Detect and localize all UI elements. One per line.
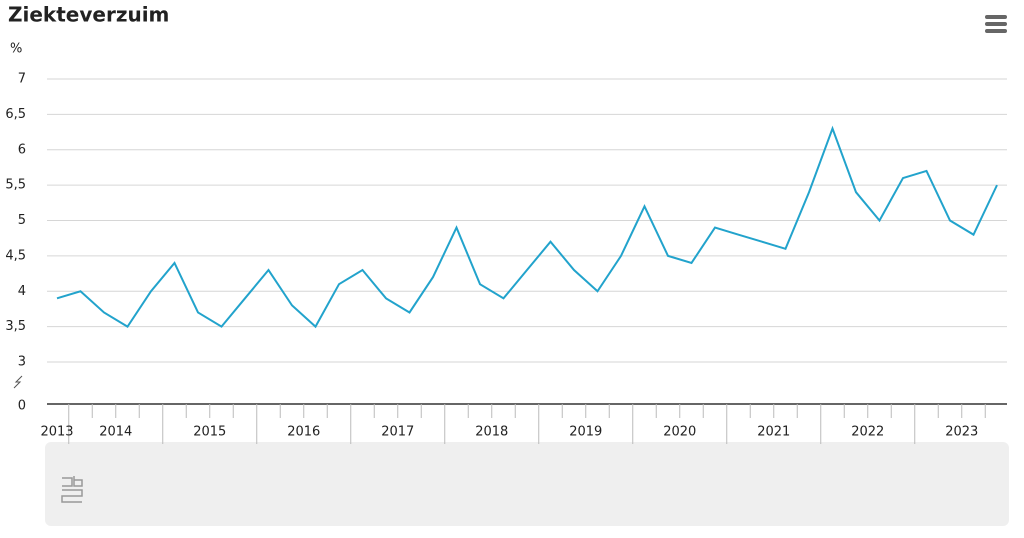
footer-panel xyxy=(45,442,1009,526)
y-tick-label: 6 xyxy=(18,142,26,157)
x-tick-label: 2014 xyxy=(99,425,132,440)
y-tick-label: 6,5 xyxy=(5,107,26,122)
x-tick-label: 2023 xyxy=(945,425,978,440)
axis-break xyxy=(13,375,23,389)
x-tick-label: 2019 xyxy=(569,425,602,440)
menu-bar xyxy=(985,29,1007,33)
y-tick-label: 5 xyxy=(18,213,26,228)
x-tick-label: 2020 xyxy=(663,425,696,440)
x-tick-label: 2018 xyxy=(475,425,508,440)
y-tick-label: 3,5 xyxy=(5,319,26,334)
y-tick-label: 7 xyxy=(18,72,26,87)
line-series xyxy=(56,125,998,329)
x-tick-label: 2015 xyxy=(193,425,226,440)
y-tick-label: 5,5 xyxy=(5,178,26,193)
x-tick-label: 2021 xyxy=(757,425,790,440)
menu-bar xyxy=(985,22,1007,26)
x-tick-label: 2022 xyxy=(851,425,884,440)
menu-bar xyxy=(985,15,1007,19)
y-tick-label: 4 xyxy=(18,284,26,299)
x-tick-label: 2017 xyxy=(381,425,414,440)
x-tick-label: 2013 xyxy=(40,425,73,440)
x-tick-label: 2016 xyxy=(287,425,320,440)
y-tick-label: 3 xyxy=(18,355,26,370)
chart-title: Ziekteverzuim xyxy=(8,3,169,27)
y-tick-label: 4,5 xyxy=(5,248,26,263)
logo xyxy=(61,476,83,503)
menu-button[interactable] xyxy=(985,15,1007,33)
y-tick-label: 0 xyxy=(18,399,26,414)
y-unit-label: % xyxy=(10,42,22,57)
